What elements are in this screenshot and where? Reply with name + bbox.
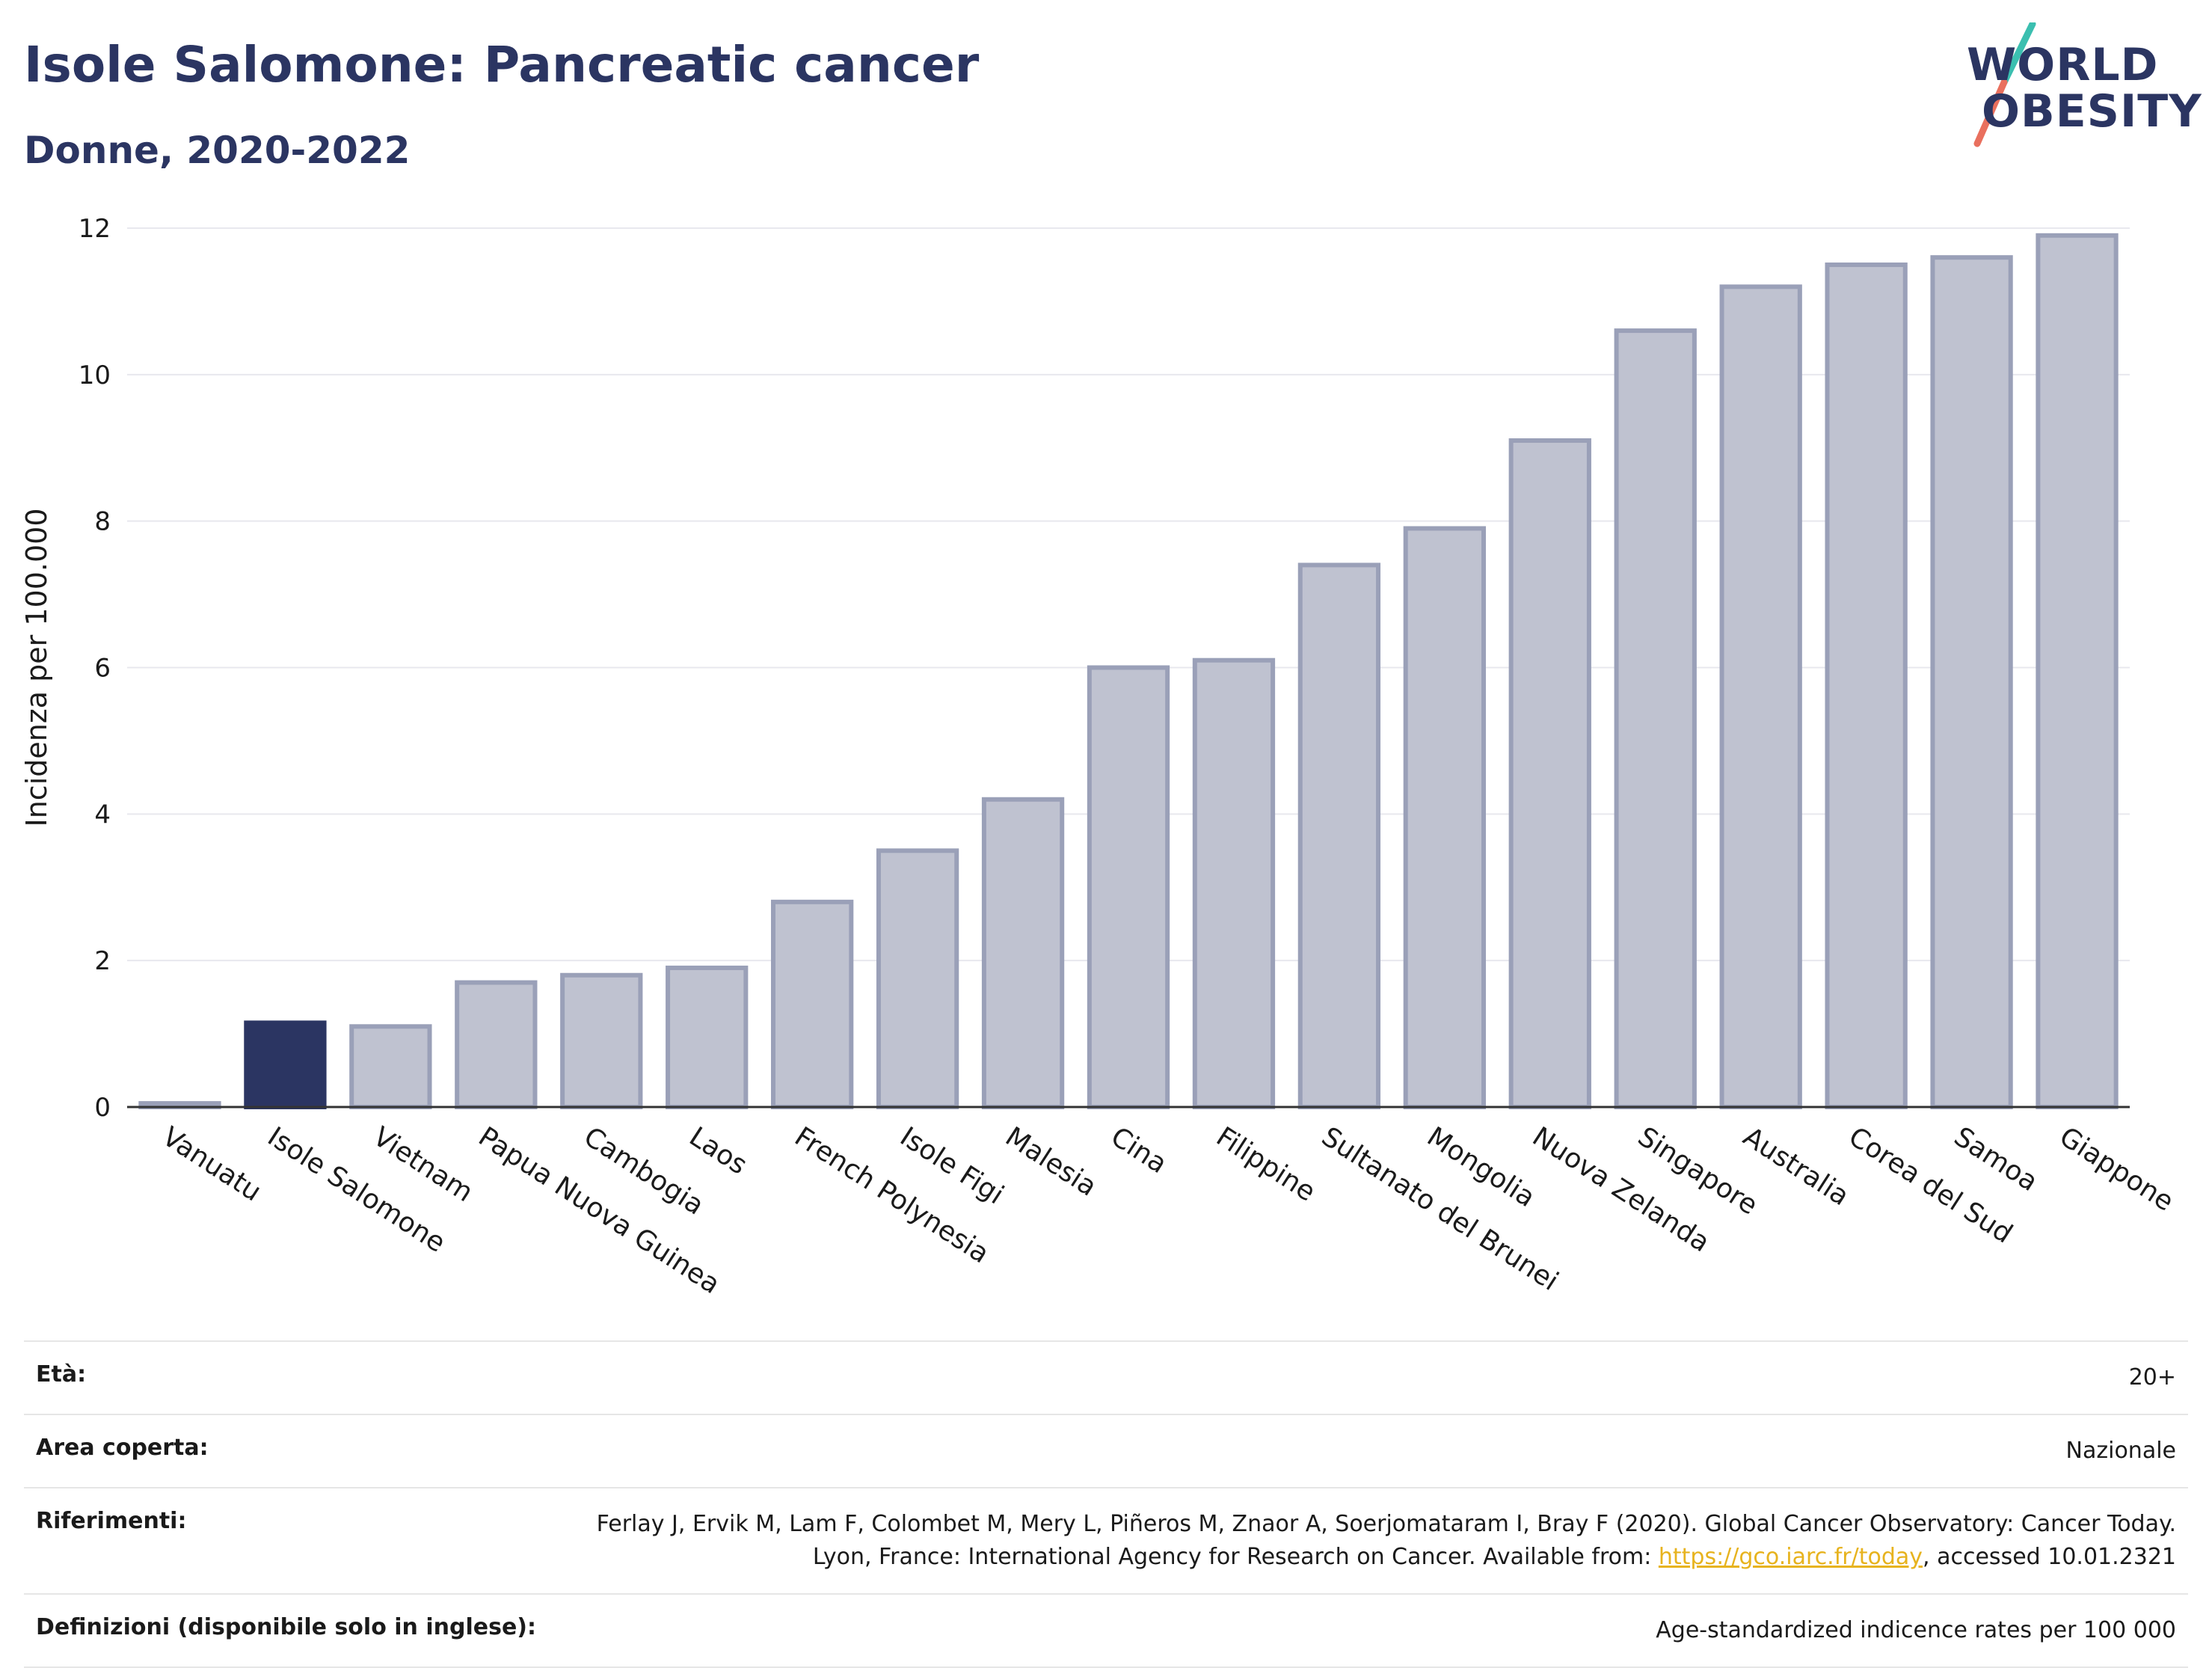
bar <box>1403 526 1486 1110</box>
bar <box>771 899 854 1109</box>
y-tick-label: 8 <box>94 507 111 537</box>
references-label: Riferimenti: <box>36 1508 187 1534</box>
definitions-label: Definizioni (disponibile solo in inglese… <box>36 1614 536 1640</box>
bar <box>666 965 749 1110</box>
x-tick-label: Filippine <box>1211 1121 1321 1207</box>
bar <box>1930 255 2013 1110</box>
x-tick-label: Samoa <box>1949 1121 2043 1198</box>
x-tick-label: French Polynesia <box>789 1121 994 1269</box>
x-tick-label: Vanuatu <box>157 1121 267 1207</box>
logo-text-obesity: OBESITY <box>1982 85 2202 138</box>
y-axis-ticks: 0 2 4 6 8 10 12 <box>79 214 111 1123</box>
x-tick-label: Isole Salomone <box>262 1121 451 1259</box>
bar <box>981 797 1065 1109</box>
age-value: 20+ <box>2128 1364 2176 1390</box>
bar <box>2036 233 2119 1110</box>
bar <box>455 980 538 1109</box>
references-link[interactable]: https://gco.iarc.fr/today <box>1658 1544 1923 1570</box>
info-row-definitions: Definizioni (disponibile solo in inglese… <box>24 1594 2188 1667</box>
bar <box>560 972 643 1109</box>
logo-text-world: WORLD <box>1967 39 2159 91</box>
y-tick-label: 10 <box>79 361 111 390</box>
age-label: Età: <box>36 1361 87 1388</box>
x-tick-label: Cina <box>1105 1121 1172 1180</box>
bar <box>1614 328 1697 1109</box>
references-tail: , accessed 10.01.2321 <box>1923 1544 2176 1570</box>
bar <box>1192 657 1276 1109</box>
x-tick-label: Nuova Zelanda <box>1527 1121 1715 1258</box>
y-tick-label: 4 <box>94 800 111 830</box>
references-value: Ferlay J, Ervik M, Lam F, Colombet M, Me… <box>548 1488 2188 1594</box>
y-tick-label: 12 <box>79 214 111 244</box>
bar <box>1719 284 1802 1109</box>
info-row-area: Area coperta: Nazionale <box>24 1414 2188 1488</box>
info-table: Età: 20+ Area coperta: Nazionale Riferim… <box>24 1340 2188 1668</box>
area-label: Area coperta: <box>36 1435 209 1461</box>
world-obesity-logo[interactable]: WORLD OBESITY <box>1944 22 2202 157</box>
logo-slash-icon <box>1973 22 2036 147</box>
definitions-value: Age-standardized indicence rates per 100… <box>1656 1617 2176 1643</box>
info-row-references: Riferimenti: Ferlay J, Ervik M, Lam F, C… <box>24 1488 2188 1594</box>
y-tick-label: 0 <box>94 1093 111 1123</box>
y-axis-title: Incidenza per 100.000 <box>20 509 53 827</box>
bar <box>1297 562 1381 1109</box>
page-subtitle: Donne, 2020-2022 <box>24 129 411 172</box>
bar <box>244 1020 327 1110</box>
page-title: Isole Salomone: Pancreatic cancer <box>24 36 980 93</box>
y-tick-label: 2 <box>94 946 111 976</box>
x-tick-label: Laos <box>683 1121 752 1181</box>
info-row-age: Età: 20+ <box>24 1341 2188 1414</box>
x-tick-label: Malesia <box>1000 1121 1102 1203</box>
y-tick-label: 6 <box>94 654 111 684</box>
references-text: Ferlay J, Ervik M, Lam F, Colombet M, Me… <box>596 1511 2176 1570</box>
area-value: Nazionale <box>2065 1438 2176 1464</box>
bar <box>876 848 959 1110</box>
bar <box>1508 438 1591 1110</box>
x-tick-label: Giappone <box>2054 1121 2179 1217</box>
bar <box>1825 262 1908 1109</box>
bar <box>349 1024 432 1109</box>
bar <box>1087 665 1170 1109</box>
bars <box>138 233 2119 1110</box>
